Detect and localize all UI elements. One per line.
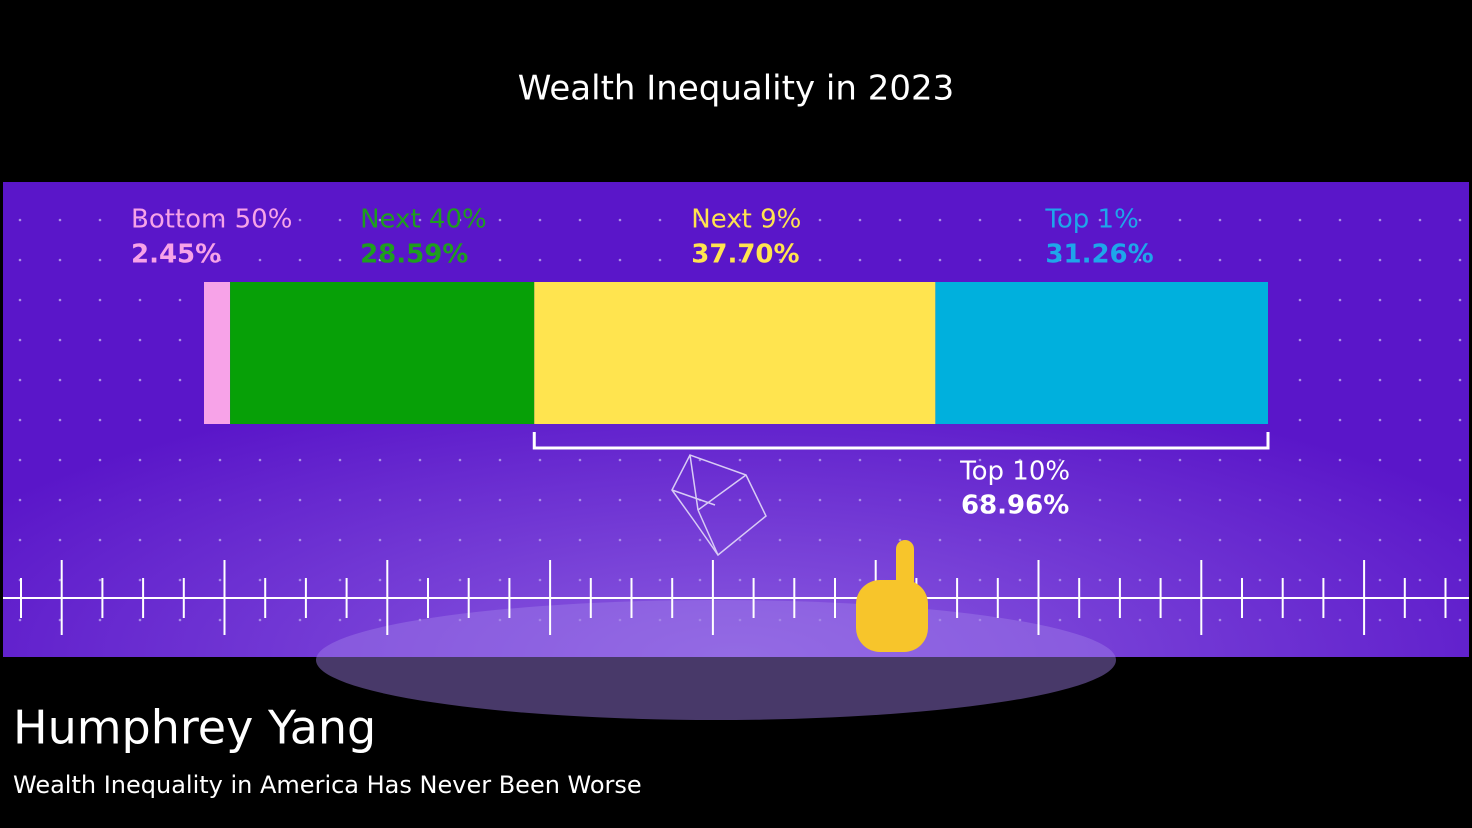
value-label: 37.70%	[691, 240, 799, 270]
bracket	[532, 432, 1270, 450]
stage-glow	[316, 600, 1116, 720]
presenter-name: Humphrey Yang	[13, 701, 376, 755]
bar-segment	[534, 282, 936, 424]
bar-segment	[230, 282, 535, 424]
legend-label: Top 1%	[1044, 205, 1138, 235]
chart-title: Wealth Inequality in 2023	[518, 69, 954, 109]
bar-segment	[204, 282, 231, 424]
bar-segment	[935, 282, 1268, 424]
chart: Bottom 50% 2.45% Next 40% 28.59% Next 9% 37.7…	[131, 205, 1270, 521]
annotation-value: 68.96%	[961, 491, 1069, 521]
value-label: 31.26%	[1045, 240, 1153, 270]
legend-label: Bottom 50%	[131, 205, 292, 235]
video-title: Wealth Inequality in America Has Never B…	[13, 771, 642, 799]
legend-label: Next 40%	[360, 205, 487, 235]
value-label: 28.59%	[360, 240, 468, 270]
legend-label: Next 9%	[691, 205, 801, 235]
annotation-label: Top 10%	[959, 457, 1070, 487]
cube-icon	[671, 454, 767, 557]
value-label: 2.45%	[131, 240, 221, 270]
pointing-hand	[856, 540, 928, 652]
